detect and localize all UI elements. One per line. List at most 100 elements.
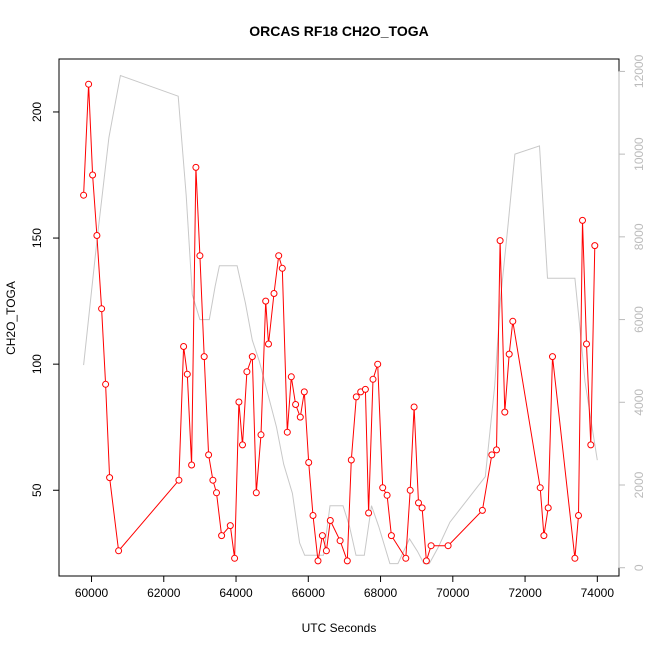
data-point [226,522,234,530]
data-point [231,554,239,562]
x-tick-label: 66000 [292,586,326,600]
data-point [283,428,291,436]
data-point [374,360,382,368]
x-axis-label: UTC Seconds [302,621,377,635]
data-point [352,393,360,401]
data-point [205,451,213,459]
data-point [309,512,317,519]
data-point [387,532,395,540]
data-point [418,504,426,512]
data-point [361,385,369,393]
y-axis: 50 100 150 200 [30,102,60,497]
x-tick-label: 60000 [75,586,109,600]
data-point [549,353,556,361]
x-tick-label: 70000 [436,586,470,600]
data-point [493,446,500,454]
data-point [188,461,196,469]
data-point [587,441,595,449]
data-point [406,486,414,494]
y-axis-label: CH2O_TOGA [4,281,18,355]
data-point [93,232,101,239]
data-point [422,557,430,565]
data-point [275,252,283,260]
data-point [292,401,300,408]
y-tick-label: 100 [30,354,44,374]
data-point [314,557,322,565]
x-tick-label: 74000 [581,586,615,600]
data-point [365,509,373,517]
data-point [248,353,256,361]
data-point [115,547,123,555]
y2-tick-label: 4000 [632,389,646,416]
data-point [106,474,114,482]
y2-tick-label: 12000 [632,54,646,88]
data-point [501,408,509,416]
chart-title: ORCAS RF18 CH2O_TOGA [249,23,428,39]
data-point [496,237,504,245]
data-point [505,350,513,358]
data-point [347,456,355,464]
y2-tick-label: 6000 [632,306,646,333]
data-point [196,252,204,260]
data-point [583,340,590,348]
data-point [444,542,452,550]
secondary-series-line [83,74,598,565]
data-point [326,517,334,524]
data-point [192,163,200,171]
data-point [243,368,251,376]
data-point [296,413,304,421]
x-tick-label: 64000 [219,586,253,600]
data-point [383,491,391,499]
data-point [591,242,599,250]
data-point [102,380,110,388]
data-point [213,489,220,497]
x-tick-label: 72000 [508,586,542,600]
data-point [270,290,278,297]
data-point [262,297,270,305]
data-point [509,317,517,325]
y-tick-label: 200 [30,102,44,122]
data-point [89,171,97,179]
data-point [85,80,93,88]
y2-tick-label: 10000 [632,137,646,171]
data-point [98,305,106,313]
data-point [80,191,88,199]
primary-series [80,80,599,565]
data-point [478,506,486,514]
y-tick-label: 50 [30,483,44,497]
x-tick-label: 68000 [364,586,398,600]
y2-tick-label: 8000 [632,223,646,250]
data-point [575,512,582,519]
x-axis: 60000 62000 64000 66000 68000 70000 72000 74000 [75,575,615,600]
data-point [180,343,188,350]
data-point [544,504,552,512]
secondary-series [83,74,598,565]
secondary-y-axis: 0 2000 4000 6000 8000 10000 12000 [618,54,646,571]
data-point [343,557,351,565]
data-point [571,554,579,562]
data-point [540,532,548,540]
data-point [427,542,435,550]
data-point [579,216,586,224]
data-point [336,537,344,545]
data-point [183,370,191,378]
data-point [300,388,308,396]
y2-tick-label: 0 [632,564,646,571]
y-tick-label: 150 [30,228,44,248]
data-point [235,398,243,406]
data-point [239,441,246,449]
data-point [305,459,313,466]
data-point [402,554,410,562]
data-point [218,532,226,540]
data-point [252,489,260,497]
primary-series-line [83,84,596,562]
data-point [488,451,496,459]
data-point [322,547,330,555]
y2-tick-label: 2000 [632,471,646,498]
data-point [369,375,377,383]
data-point [175,476,183,484]
data-point [410,403,418,411]
data-point [265,340,272,348]
data-point [536,484,544,492]
